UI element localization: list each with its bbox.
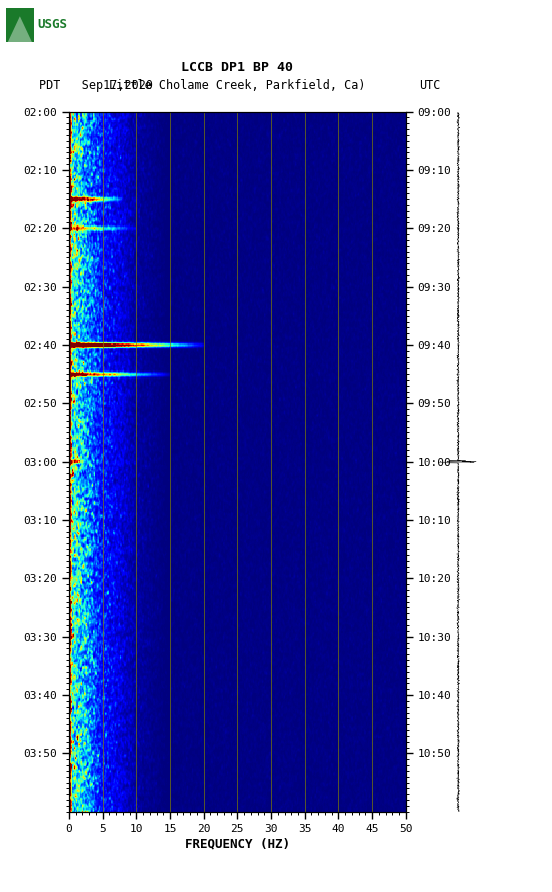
Text: LCCB DP1 BP 40: LCCB DP1 BP 40 bbox=[182, 62, 293, 74]
Text: UTC: UTC bbox=[420, 79, 441, 92]
Text: USGS: USGS bbox=[38, 18, 68, 31]
Text: Little Cholame Creek, Parkfield, Ca): Little Cholame Creek, Parkfield, Ca) bbox=[109, 79, 365, 92]
FancyBboxPatch shape bbox=[6, 8, 34, 42]
X-axis label: FREQUENCY (HZ): FREQUENCY (HZ) bbox=[185, 838, 290, 851]
Polygon shape bbox=[8, 16, 32, 42]
Text: PDT   Sep17,2020: PDT Sep17,2020 bbox=[39, 79, 153, 92]
